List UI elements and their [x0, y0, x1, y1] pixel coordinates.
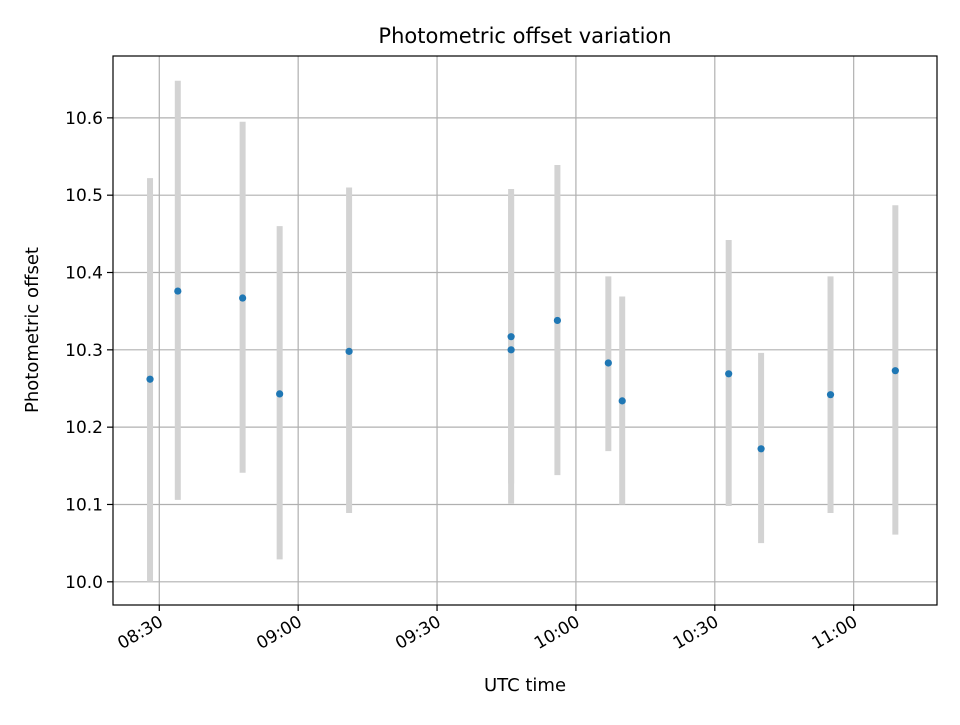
data-point — [618, 397, 626, 405]
y-tick-label: 10.5 — [65, 186, 103, 206]
y-tick-label: 10.4 — [65, 264, 103, 284]
x-tick-label: 09:30 — [392, 612, 444, 654]
data-point — [757, 445, 765, 453]
y-tick-label: 10.2 — [65, 418, 103, 438]
plot-background — [113, 56, 937, 605]
data-point — [276, 390, 284, 398]
y-tick-label: 10.1 — [65, 495, 103, 515]
data-point — [239, 294, 247, 302]
data-point — [146, 375, 154, 383]
y-axis-ticks: 10.0 10.1 10.2 10.3 10.4 10.5 10.6 — [65, 109, 113, 593]
y-axis-label: Photometric offset — [22, 247, 43, 413]
y-tick-label: 10.6 — [65, 109, 103, 129]
grid-lines — [113, 56, 937, 605]
x-tick-label: 10:30 — [670, 612, 722, 654]
plot-frame — [112, 55, 938, 606]
data-point — [507, 333, 515, 341]
data-point — [507, 346, 515, 354]
data-point — [725, 370, 733, 378]
data-point — [891, 367, 899, 375]
x-tick-label: 08:30 — [114, 612, 166, 654]
data-point — [604, 359, 612, 367]
chart-title: Photometric offset variation — [378, 24, 671, 48]
data-points — [146, 287, 899, 453]
data-point — [553, 316, 562, 325]
x-axis-ticks: 08:30 09:00 09:30 10:00 10:30 11:00 — [114, 605, 861, 654]
y-tick-label: 10.0 — [65, 573, 103, 593]
x-tick-label: 11:00 — [809, 612, 861, 654]
data-point — [345, 347, 353, 355]
data-point — [826, 391, 835, 399]
x-tick-label: 10:00 — [531, 612, 583, 654]
x-tick-label: 09:00 — [253, 612, 305, 654]
x-axis-label: UTC time — [484, 675, 566, 696]
y-tick-label: 10.3 — [65, 341, 103, 361]
data-point — [174, 287, 182, 295]
